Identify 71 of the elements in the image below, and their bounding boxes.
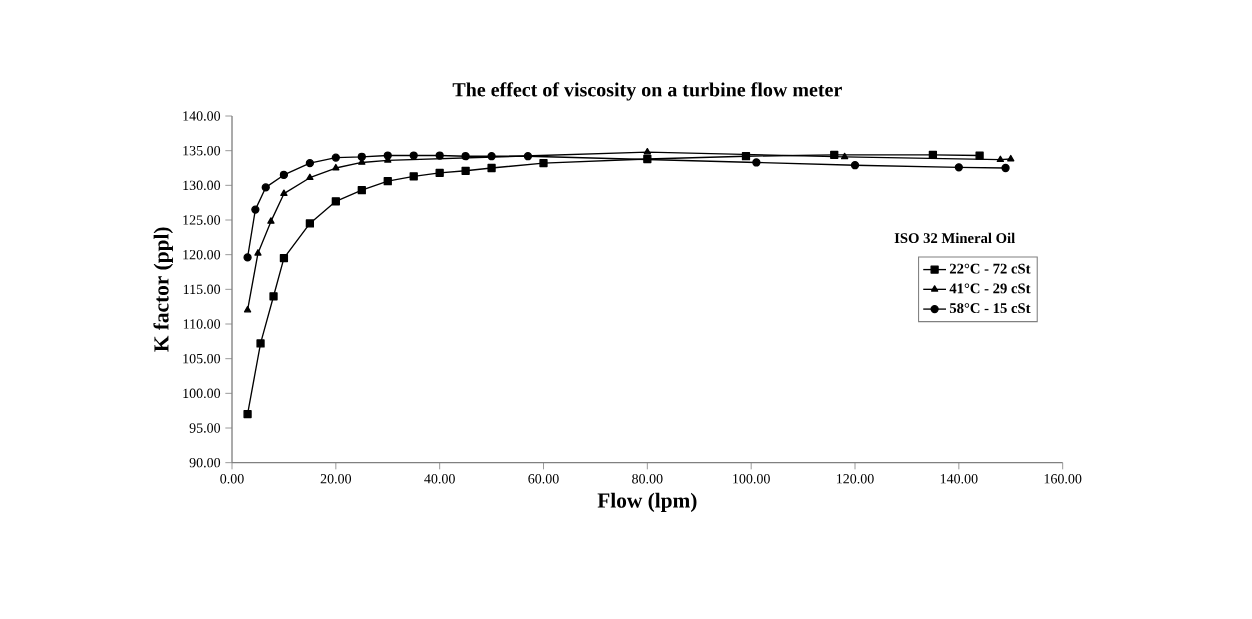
point bbox=[850, 161, 860, 170]
point bbox=[487, 152, 496, 161]
y-tick-label: 140.00 bbox=[183, 111, 221, 121]
point bbox=[954, 163, 963, 172]
y-tick-label: 105.00 bbox=[183, 354, 221, 364]
point bbox=[243, 306, 252, 313]
x-tick-label: 0.00 bbox=[220, 474, 244, 484]
x-axis-title: Flow (lpm) bbox=[597, 492, 697, 513]
x-tick-label: 140.00 bbox=[940, 474, 978, 484]
point bbox=[280, 189, 288, 197]
point bbox=[383, 177, 392, 186]
point bbox=[256, 339, 265, 348]
legend-title: ISO 32 Mineral Oil bbox=[894, 232, 1015, 244]
x-tick-label: 160.00 bbox=[1044, 474, 1082, 484]
y-tick-label: 95.00 bbox=[189, 423, 221, 433]
point bbox=[332, 164, 340, 171]
x-tick-label: 60.00 bbox=[528, 474, 559, 484]
point bbox=[741, 152, 751, 161]
point bbox=[840, 152, 849, 160]
point bbox=[523, 152, 533, 161]
point bbox=[487, 164, 496, 173]
point bbox=[331, 153, 340, 162]
point bbox=[752, 158, 761, 167]
chart-title: The effect of viscosity on a turbine flow meter bbox=[452, 82, 842, 101]
x-tick-label: 100.00 bbox=[733, 474, 770, 484]
point bbox=[643, 148, 652, 155]
point bbox=[279, 170, 289, 180]
y-tick-label: 135.00 bbox=[183, 146, 221, 156]
x-tick-label: 20.00 bbox=[320, 474, 352, 484]
point bbox=[1007, 155, 1015, 162]
point bbox=[461, 166, 470, 176]
point bbox=[306, 173, 314, 181]
point bbox=[461, 152, 470, 161]
y-tick-label: 90.00 bbox=[189, 458, 221, 468]
y-axis-title: K factor (ppl) bbox=[153, 227, 173, 352]
point bbox=[261, 183, 270, 192]
x-tick-label: 120.00 bbox=[836, 474, 874, 484]
point bbox=[305, 159, 315, 168]
legend-label: 41°C - 29 cSt bbox=[949, 283, 1031, 294]
y-tick-label: 100.00 bbox=[183, 388, 221, 399]
point bbox=[267, 217, 275, 224]
point bbox=[409, 172, 418, 181]
point bbox=[251, 205, 260, 214]
point bbox=[409, 151, 418, 160]
point bbox=[435, 168, 444, 178]
point bbox=[331, 197, 340, 206]
legend-label: 58°C - 15 cSt bbox=[949, 303, 1031, 314]
point bbox=[996, 155, 1005, 163]
point bbox=[975, 151, 984, 160]
point bbox=[539, 159, 548, 168]
point bbox=[830, 150, 839, 160]
point bbox=[435, 151, 444, 160]
point bbox=[383, 151, 392, 160]
point bbox=[357, 186, 366, 195]
x-tick-label: 80.00 bbox=[632, 474, 663, 484]
point bbox=[357, 152, 366, 162]
legend-label: 22°C - 72 cSt bbox=[949, 263, 1031, 274]
y-tick-label: 120.00 bbox=[183, 250, 221, 260]
y-tick-label: 115.00 bbox=[183, 284, 221, 295]
point bbox=[269, 292, 278, 301]
point bbox=[254, 249, 262, 256]
y-tick-label: 130.00 bbox=[183, 180, 221, 191]
y-tick-label: 125.00 bbox=[183, 215, 221, 225]
point bbox=[243, 410, 252, 419]
x-tick-label: 40.00 bbox=[424, 474, 455, 484]
point bbox=[243, 253, 252, 262]
point bbox=[1001, 164, 1010, 173]
point bbox=[279, 254, 289, 263]
y-tick-label: 110.00 bbox=[183, 319, 221, 329]
point bbox=[305, 219, 315, 228]
point bbox=[643, 155, 652, 164]
